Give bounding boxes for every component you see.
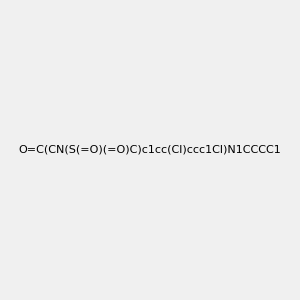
Text: O=C(CN(S(=O)(=O)C)c1cc(Cl)ccc1Cl)N1CCCC1: O=C(CN(S(=O)(=O)C)c1cc(Cl)ccc1Cl)N1CCCC1	[19, 145, 281, 155]
